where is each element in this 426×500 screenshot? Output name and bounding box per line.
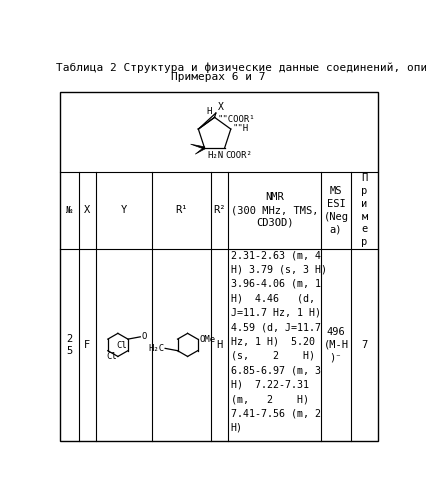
Text: NMR
(300 MHz, TMS,
CD3OD): NMR (300 MHz, TMS, CD3OD) bbox=[230, 192, 318, 228]
Text: H: H bbox=[206, 107, 212, 116]
Text: №: № bbox=[66, 205, 72, 215]
Text: 2
5: 2 5 bbox=[66, 334, 72, 355]
Text: П
р
и
м
е
р: П р и м е р bbox=[360, 173, 367, 247]
Text: Y: Y bbox=[121, 205, 127, 215]
Text: Cl: Cl bbox=[116, 341, 127, 350]
Text: ""COOR¹: ""COOR¹ bbox=[217, 116, 254, 124]
Polygon shape bbox=[190, 144, 204, 149]
Text: 2.31-2.63 (m, 4
H) 3.79 (s, 3 H)
3.96-4.06 (m, 1
H)  4.46   (d,
J=11.7 Hz, 1 H)
: 2.31-2.63 (m, 4 H) 3.79 (s, 3 H) 3.96-4.… bbox=[230, 250, 326, 433]
Text: R²: R² bbox=[213, 205, 225, 215]
Polygon shape bbox=[195, 147, 204, 154]
Text: F: F bbox=[84, 340, 90, 350]
Text: 496
(M-H
)⁻: 496 (M-H )⁻ bbox=[322, 327, 348, 362]
Text: O: O bbox=[141, 332, 146, 342]
Text: Таблица 2 Структура и физические данные соединений, описанных в: Таблица 2 Структура и физические данные … bbox=[56, 62, 426, 73]
Text: 7: 7 bbox=[360, 340, 367, 350]
Text: MS
ESI
(Neg
a): MS ESI (Neg a) bbox=[322, 186, 348, 234]
Text: X: X bbox=[218, 102, 224, 112]
Text: H₂C: H₂C bbox=[148, 344, 164, 353]
Text: Примерах 6 и 7: Примерах 6 и 7 bbox=[171, 72, 265, 82]
Text: R¹: R¹ bbox=[175, 205, 187, 215]
Text: OMe: OMe bbox=[199, 334, 215, 344]
Text: H₂N: H₂N bbox=[207, 151, 222, 160]
Text: H: H bbox=[216, 340, 222, 350]
Text: Cl: Cl bbox=[106, 352, 117, 361]
Text: X: X bbox=[84, 205, 90, 215]
Text: ""H: ""H bbox=[232, 124, 248, 133]
Text: COOR²: COOR² bbox=[225, 151, 252, 160]
